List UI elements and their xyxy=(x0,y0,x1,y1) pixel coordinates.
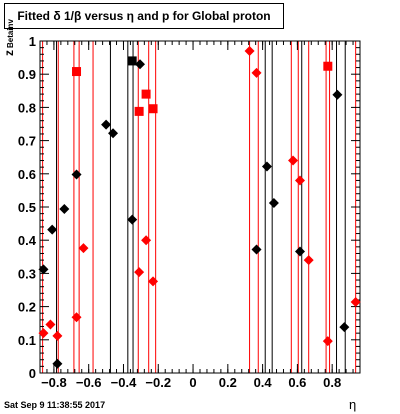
x-axis-label: η xyxy=(349,397,357,412)
x-tick-label: −0.4 xyxy=(111,375,137,390)
y-tick-label: 0.6 xyxy=(18,167,36,182)
plot-frame xyxy=(39,40,361,374)
data-point-black-square xyxy=(127,56,137,66)
data-point-red-diamond xyxy=(303,255,314,266)
y-tick-label: 1 xyxy=(29,34,36,49)
data-point-red-square xyxy=(134,106,144,116)
data-point-black-diamond xyxy=(59,203,70,214)
data-point-red-diamond xyxy=(288,155,299,166)
data-point-red-diamond xyxy=(350,296,361,307)
data-point-red-diamond xyxy=(148,276,159,287)
data-point-red-diamond xyxy=(295,175,305,186)
x-tick-label: −0.8 xyxy=(41,375,67,390)
data-point-black-diamond xyxy=(127,214,138,225)
y-tick-label: 0.3 xyxy=(18,266,36,281)
data-point-black-diamond xyxy=(47,224,58,235)
data-point-black-diamond xyxy=(295,246,305,257)
data-markers xyxy=(38,45,361,369)
y-tick-label: 0.1 xyxy=(18,333,36,348)
data-point-black-diamond xyxy=(261,161,272,172)
data-point-red-diamond xyxy=(134,267,145,278)
y-tick-label: 0.5 xyxy=(18,200,36,215)
x-tick-label: −0.2 xyxy=(145,375,171,390)
chart-title: Fitted δ 1/β versus η and p for Global p… xyxy=(4,3,284,29)
y-axis-label: z Betainv xyxy=(2,19,16,56)
data-point-black-diamond xyxy=(101,119,112,130)
x-tick-label: 0.4 xyxy=(254,375,273,390)
axis-tick-labels: 0 0.1 0.2 0.3 0.4 0.5 0.6 0.7 0.8 0.9 1 −0.8 −0.6 −0.… xyxy=(18,34,341,390)
axis-ticks xyxy=(39,40,361,374)
x-tick-label: 0.2 xyxy=(219,375,237,390)
data-point-red-diamond xyxy=(251,67,262,78)
x-tick-label: 0 xyxy=(189,375,196,390)
data-point-red-square xyxy=(148,104,158,114)
data-point-red-diamond xyxy=(38,328,49,339)
y-tick-label: 0.2 xyxy=(18,300,36,315)
vertical-lines xyxy=(42,41,357,373)
data-point-black-diamond xyxy=(268,198,279,209)
y-tick-label: 0.8 xyxy=(18,100,36,115)
data-point-red-square xyxy=(141,89,151,99)
y-tick-label: 0.4 xyxy=(18,233,37,248)
y-tick-label: 0.7 xyxy=(18,134,36,149)
data-point-black-diamond xyxy=(339,322,350,333)
data-point-black-diamond xyxy=(332,89,343,100)
data-point-black-diamond xyxy=(251,244,262,255)
x-tick-label: 0.6 xyxy=(288,375,306,390)
data-point-black-diamond xyxy=(71,169,82,180)
y-axis-label-subscript: Betainv xyxy=(6,19,15,48)
x-tick-label: 0.8 xyxy=(323,375,341,390)
x-tick-label: −0.6 xyxy=(76,375,102,390)
data-point-red-square xyxy=(323,61,333,71)
data-point-black-diamond xyxy=(38,264,49,275)
data-point-red-diamond xyxy=(45,319,56,330)
y-axis-label-main: z xyxy=(2,50,16,56)
data-point-red-diamond xyxy=(244,45,255,56)
data-point-red-diamond xyxy=(52,330,63,341)
data-point-red-diamond xyxy=(141,235,152,246)
data-point-red-diamond xyxy=(78,243,89,254)
data-point-black-diamond xyxy=(52,358,63,369)
data-point-black-diamond xyxy=(108,128,119,139)
data-point-black-diamond xyxy=(135,59,145,70)
data-point-red-diamond xyxy=(322,336,333,347)
timestamp: Sat Sep 9 11:38:55 2017 xyxy=(4,400,106,410)
y-tick-label: 0.9 xyxy=(18,67,36,82)
data-point-red-square xyxy=(72,67,82,77)
data-point-red-diamond xyxy=(71,312,82,323)
y-tick-label: 0 xyxy=(29,366,36,381)
